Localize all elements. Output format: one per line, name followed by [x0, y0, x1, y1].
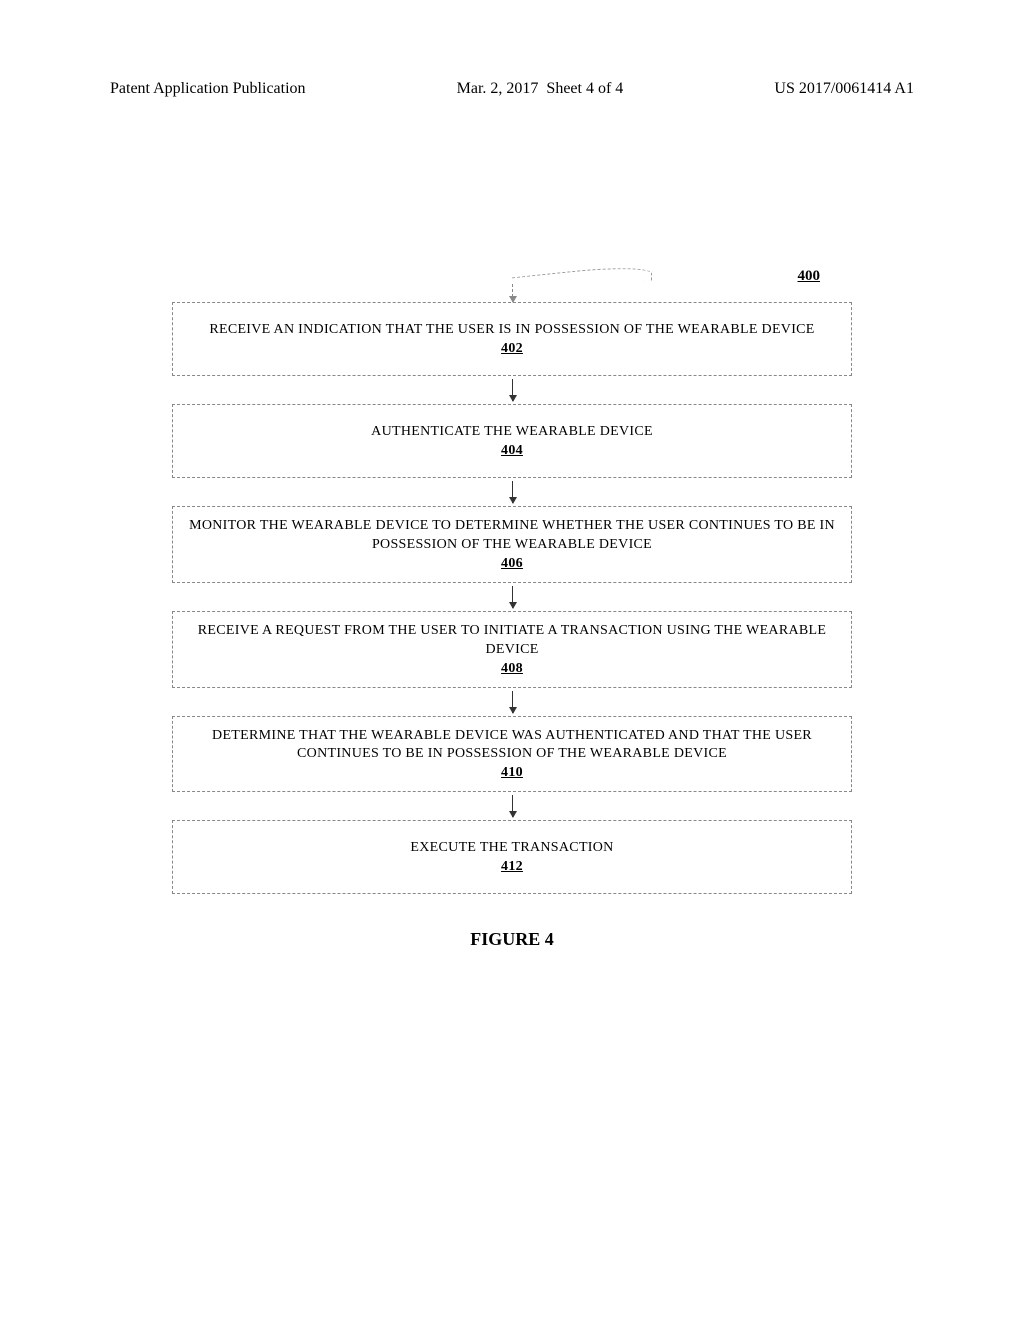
flow-connector [172, 583, 852, 611]
flow-step-text: DETERMINE THAT THE WEARABLE DEVICE WAS A… [189, 727, 835, 765]
header-left: Patent Application Publication [110, 80, 306, 98]
flow-entry-arrow [172, 280, 852, 302]
header-date: Mar. 2, 2017 Sheet 4 of 4 [457, 80, 624, 98]
flow-step-408: RECEIVE A REQUEST FROM THE USER TO INITI… [172, 611, 852, 688]
flow-step-402: RECEIVE AN INDICATION THAT THE USER IS I… [172, 302, 852, 376]
flow-step-num: 410 [501, 765, 523, 781]
flow-connector [172, 376, 852, 404]
flow-step-num: 408 [501, 661, 523, 677]
flow-connector [172, 688, 852, 716]
flow-step-406: MONITOR THE WEARABLE DEVICE TO DETERMINE… [172, 506, 852, 583]
flow-step-412: EXECUTE THE TRANSACTION 412 [172, 820, 852, 894]
flowchart: 400 RECEIVE AN INDICATION THAT THE USER … [172, 280, 852, 894]
flow-step-text: RECEIVE A REQUEST FROM THE USER TO INITI… [189, 622, 835, 660]
flow-step-num: 406 [501, 556, 523, 572]
figure-caption: FIGURE 4 [470, 929, 554, 950]
flow-step-410: DETERMINE THAT THE WEARABLE DEVICE WAS A… [172, 716, 852, 793]
flow-step-text: MONITOR THE WEARABLE DEVICE TO DETERMINE… [189, 517, 835, 555]
page-header: Patent Application Publication Mar. 2, 2… [0, 80, 1024, 98]
flow-connector [172, 478, 852, 506]
flow-step-404: AUTHENTICATE THE WEARABLE DEVICE 404 [172, 404, 852, 478]
flow-step-text: EXECUTE THE TRANSACTION [410, 839, 613, 858]
flow-step-num: 402 [501, 341, 523, 357]
flow-step-num: 404 [501, 443, 523, 459]
header-pubnum: US 2017/0061414 A1 [774, 80, 914, 98]
flow-step-text: AUTHENTICATE THE WEARABLE DEVICE [371, 423, 653, 442]
flow-step-num: 412 [501, 859, 523, 875]
flow-step-text: RECEIVE AN INDICATION THAT THE USER IS I… [209, 321, 814, 340]
flow-connector [172, 792, 852, 820]
